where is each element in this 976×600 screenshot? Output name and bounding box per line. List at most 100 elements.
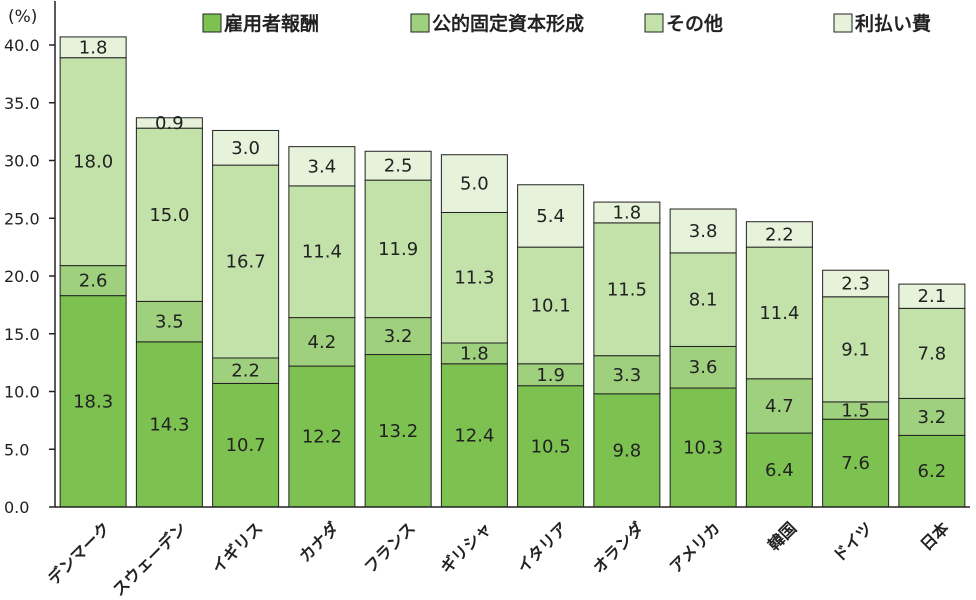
data-label: 2.6 [79, 271, 108, 292]
legend-label: その他 [666, 12, 723, 35]
bar-segment [212, 357, 280, 384]
legend-swatch [202, 13, 222, 33]
data-label: 18.0 [73, 152, 113, 173]
data-label: 16.7 [226, 252, 266, 273]
bar-segment [135, 117, 203, 129]
data-label: 14.3 [149, 414, 189, 435]
data-label: 6.2 [918, 461, 947, 482]
data-label: 7.8 [918, 343, 947, 364]
legend-label: 雇用者報酬 [224, 12, 319, 35]
data-label: 11.4 [302, 242, 342, 263]
bar-segment [288, 365, 356, 508]
data-label: 1.8 [460, 343, 489, 364]
data-label: 2.5 [384, 156, 413, 177]
bar-segment [593, 201, 661, 224]
y-tick-label: 25.0 [4, 209, 40, 228]
data-label: 9.1 [841, 339, 870, 360]
x-category-label: カナダ [295, 518, 342, 565]
data-label: 10.7 [226, 435, 266, 456]
data-label: 2.1 [918, 286, 947, 307]
data-label: 7.6 [841, 453, 870, 474]
legend-label: 公的固定資本形成 [432, 12, 584, 35]
bars: 18.3 2.6 18.0 1.8 14.3 3.5 15.0 0.9 10.7 2.2 16.7 3… [59, 36, 966, 508]
data-label: 13.2 [378, 421, 418, 442]
data-label: 5.0 [460, 174, 489, 195]
data-label: 8.1 [689, 290, 718, 311]
bar-segment [898, 283, 966, 309]
legend-swatch [644, 13, 664, 33]
bar-stack: 12.4 1.8 11.3 5.0 [440, 154, 508, 508]
bar-segment [59, 36, 127, 59]
bar-segment [440, 154, 508, 213]
bar-segment [745, 378, 813, 434]
data-label: 4.2 [308, 332, 337, 353]
bar-segment [364, 354, 432, 508]
x-category-label: 韓国 [764, 518, 800, 554]
bar-stack: 13.2 3.2 11.9 2.5 [364, 150, 432, 508]
x-category-label: オランダ [589, 518, 648, 577]
x-category-label: 日本 [917, 518, 953, 554]
bar-segment [669, 387, 737, 508]
bar-segment [898, 307, 966, 399]
y-tick-label: 40.0 [4, 36, 40, 55]
bar-segment [364, 179, 432, 319]
x-category-label: イタリア [513, 518, 571, 576]
y-tick-label: 10.0 [4, 383, 40, 402]
bar-stack: 6.4 4.7 11.4 2.2 [745, 221, 813, 508]
data-label: 3.6 [689, 357, 718, 378]
bar-segment [517, 385, 585, 508]
bar-segment [364, 150, 432, 181]
bar-stack: 12.2 4.2 11.4 3.4 [288, 146, 356, 508]
x-category-label: デンマーク [44, 518, 114, 588]
bar-segment [517, 184, 585, 248]
y-axis: 0.0 5.0 10.0 15.0 20.0 25.0 30.0 35.0 40.0 [4, 1, 56, 517]
data-label: 9.8 [613, 440, 642, 461]
x-category-label: ドイツ [829, 518, 876, 565]
bar-segment [593, 393, 661, 508]
bar-segment [669, 345, 737, 389]
bar-segment [212, 164, 280, 359]
data-label: 1.5 [841, 401, 870, 422]
x-category-label: ギリシャ [437, 518, 496, 577]
bar-segment [288, 185, 356, 319]
data-label: 10.3 [683, 438, 723, 459]
data-label: 11.9 [378, 239, 418, 260]
bar-segment [745, 432, 813, 508]
bar-segment [212, 129, 280, 166]
legend-swatch [410, 13, 430, 33]
legend-swatch [833, 13, 853, 33]
data-label: 12.4 [454, 425, 494, 446]
data-label: 11.5 [607, 279, 647, 300]
data-label: 1.9 [536, 365, 565, 386]
y-tick-label: 20.0 [4, 267, 40, 286]
bar-segment [593, 355, 661, 395]
bar-segment [822, 418, 890, 508]
legend-label: 利払い費 [855, 12, 931, 35]
y-axis-unit-label: (%) [8, 7, 37, 27]
bar-stack: 10.5 1.9 10.1 5.4 [517, 184, 585, 508]
bar-stack: 9.8 3.3 11.5 1.8 [593, 201, 661, 508]
data-label: 3.8 [689, 221, 718, 242]
bar-segment [669, 208, 737, 254]
bar-segment [745, 246, 813, 380]
bar-segment [288, 317, 356, 367]
y-tick-label: 30.0 [4, 152, 40, 171]
x-category-label: イギリス [208, 518, 267, 577]
bar-segment [593, 222, 661, 357]
data-label: 6.4 [765, 460, 794, 481]
data-label: 3.2 [384, 326, 413, 347]
bar-segment [440, 211, 508, 344]
data-label: 4.7 [765, 396, 794, 417]
data-label: 2.2 [765, 224, 794, 245]
data-label: 11.3 [454, 268, 494, 289]
bar-stack: 7.6 1.5 9.1 2.3 [822, 269, 890, 508]
data-label: 3.4 [308, 156, 337, 177]
data-label: 5.4 [536, 206, 565, 227]
bar-segment [135, 127, 203, 302]
data-label: 2.3 [841, 274, 870, 295]
bar-segment [822, 269, 890, 298]
data-label: 1.8 [613, 202, 642, 223]
data-label: 10.1 [531, 295, 571, 316]
x-category-label: フランス [360, 518, 418, 576]
bar-segment [440, 363, 508, 508]
